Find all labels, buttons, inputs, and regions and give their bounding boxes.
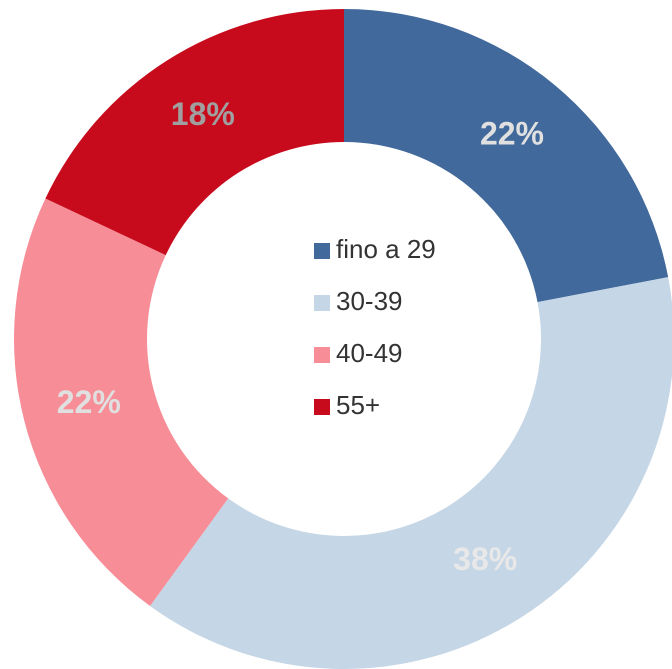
slice — [45, 8, 344, 256]
legend-swatch — [314, 295, 330, 311]
value-label: 38% — [453, 541, 517, 577]
legend-swatch — [314, 347, 330, 363]
value-label: 22% — [480, 115, 544, 151]
legend-label: 30-39 — [336, 286, 403, 316]
value-label: 18% — [171, 96, 235, 132]
legend-label: fino a 29 — [336, 234, 436, 264]
legend-label: 40-49 — [336, 338, 403, 368]
slice — [14, 198, 229, 606]
value-label: 22% — [57, 384, 121, 420]
legend-swatch — [314, 243, 330, 259]
slice — [344, 9, 669, 303]
legend-label: 55+ — [336, 390, 380, 420]
legend-swatch — [314, 399, 330, 415]
slice — [150, 277, 672, 669]
